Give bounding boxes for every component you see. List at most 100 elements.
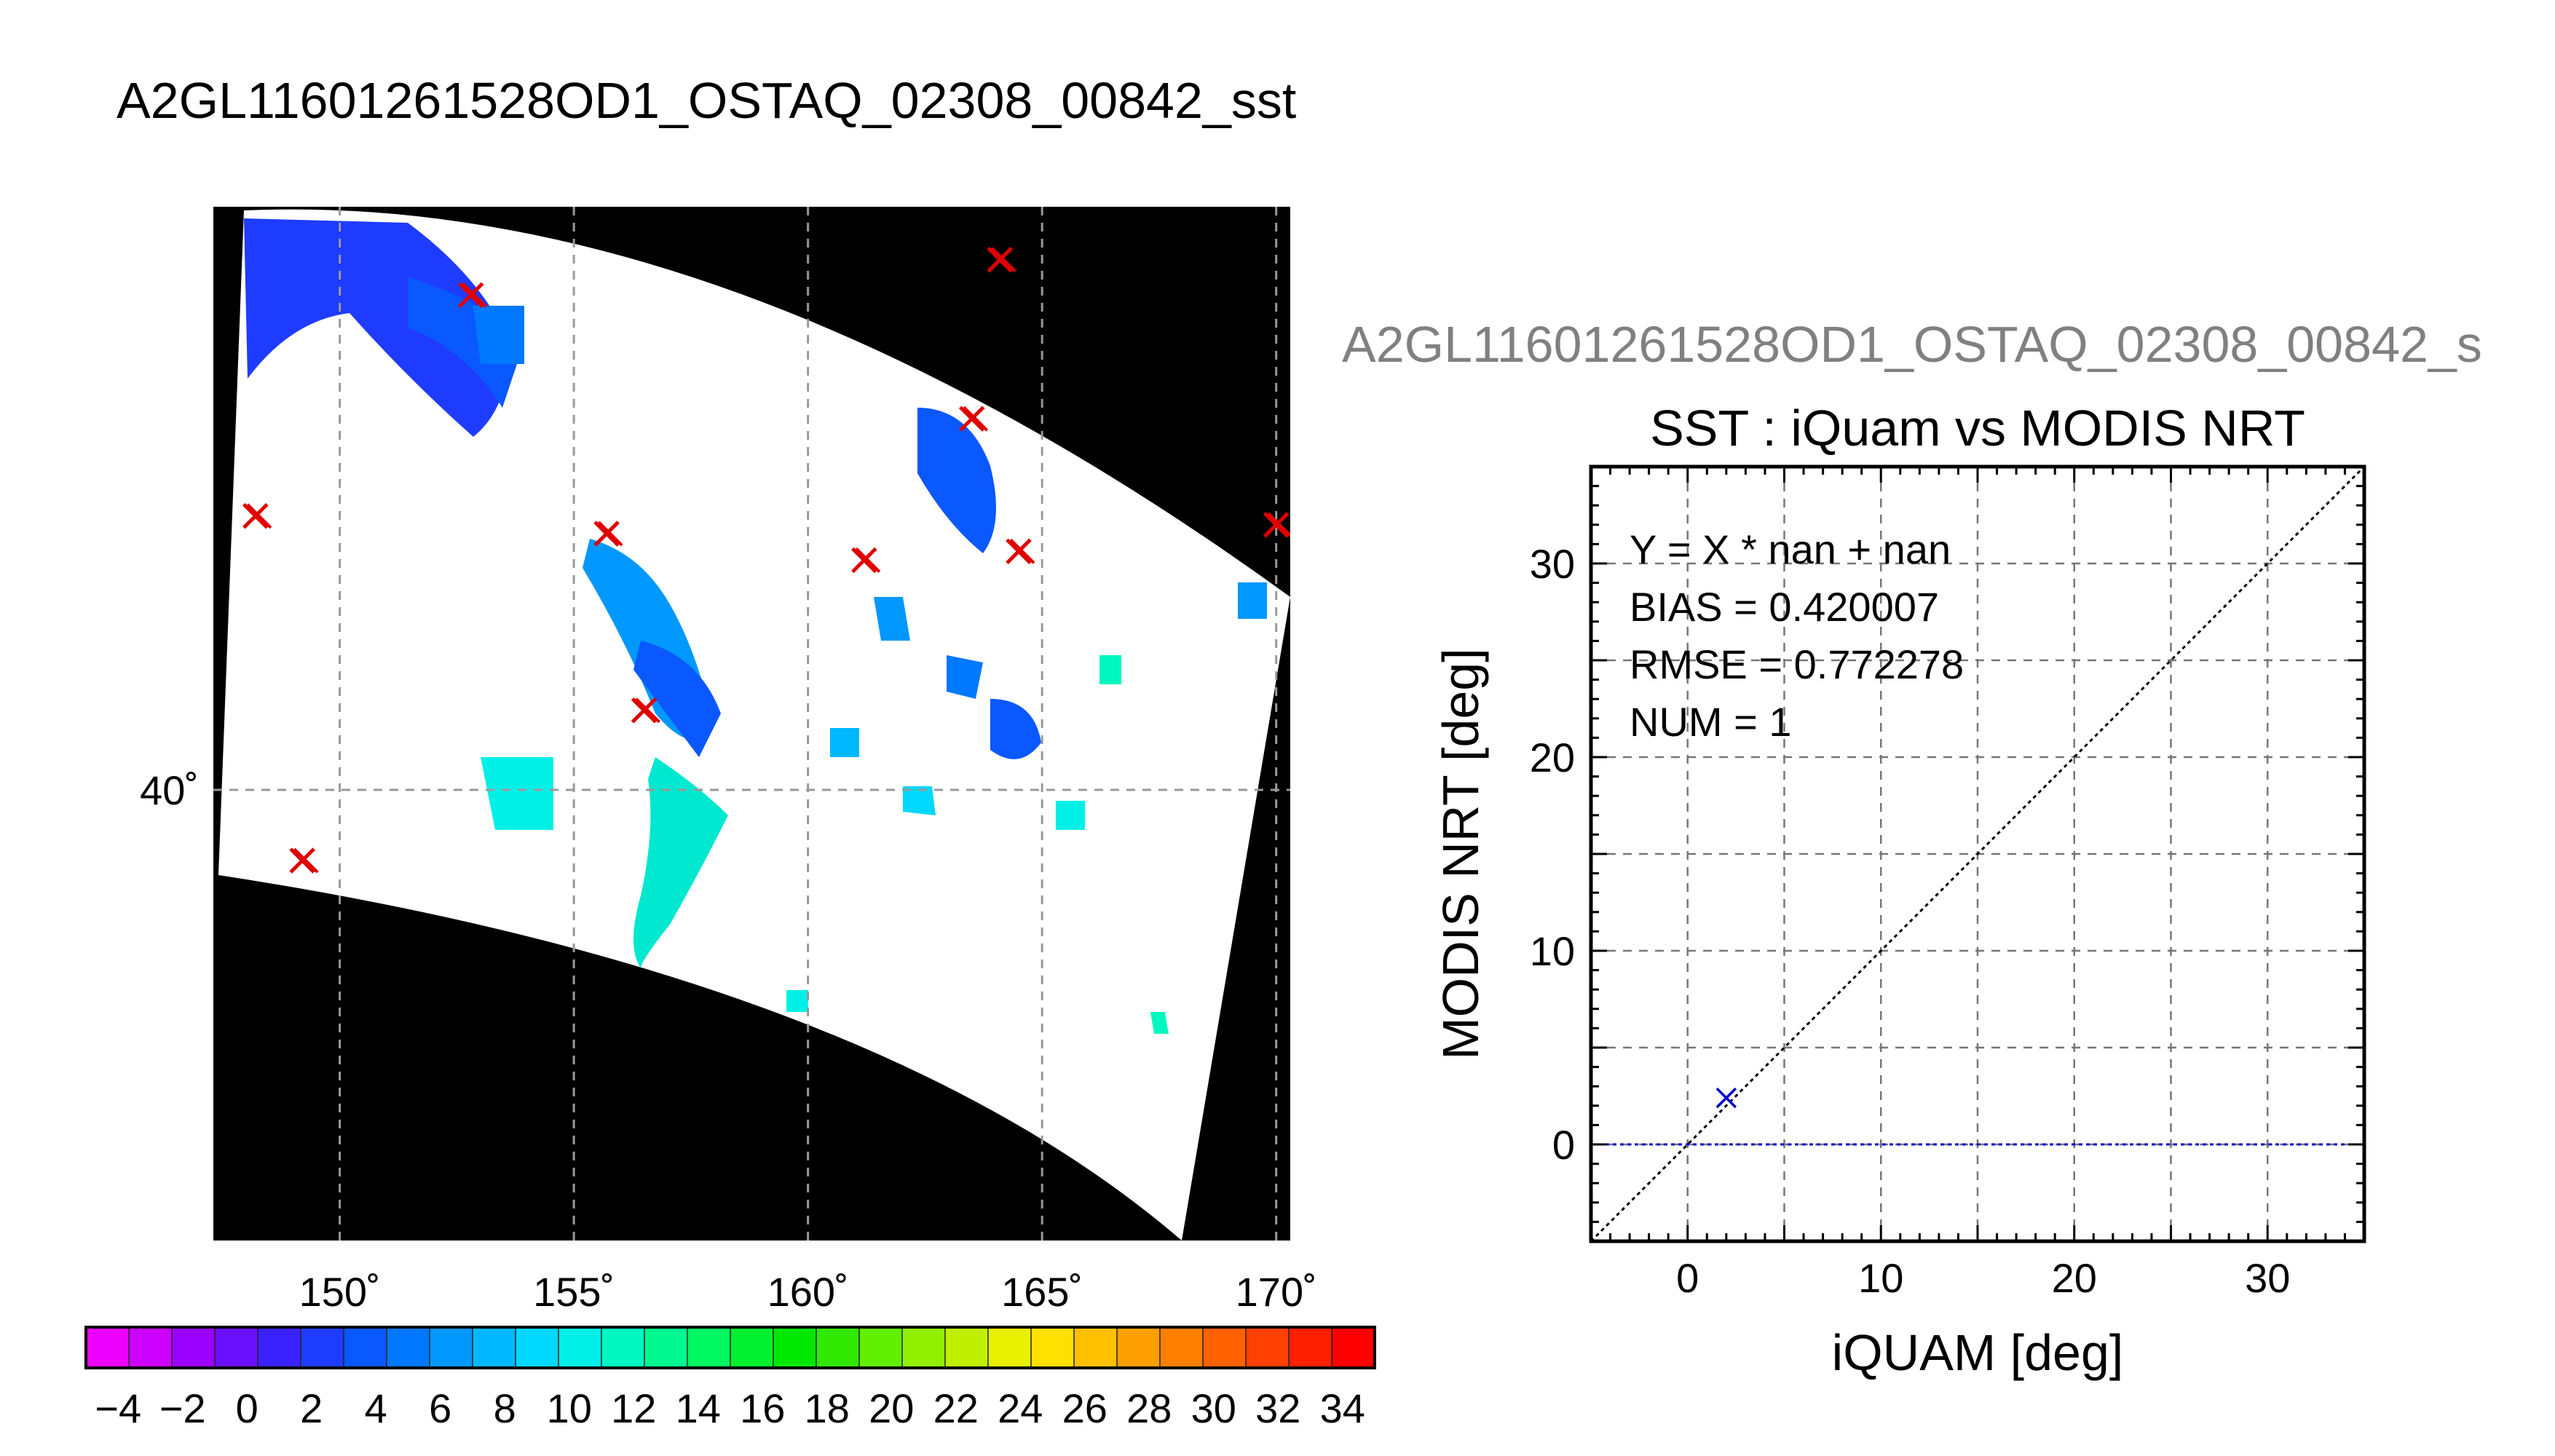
iquam-marker xyxy=(958,405,989,432)
iquam-markers xyxy=(242,247,1290,874)
x-axis-label: iQUAM [deg] xyxy=(1832,1324,2124,1381)
colorbar-tick-label: 34 xyxy=(1320,1385,1365,1431)
colorbar-tick-label: 4 xyxy=(365,1385,387,1431)
colorbar-tick-label: 12 xyxy=(611,1385,656,1431)
colorbar-swatch xyxy=(1289,1327,1332,1368)
sst-patch xyxy=(947,655,983,699)
swath-area xyxy=(218,209,1290,1241)
colorbar-swatch xyxy=(601,1327,645,1368)
iquam-marker xyxy=(631,697,661,724)
colorbar-tick-label: 16 xyxy=(740,1385,785,1431)
scatter-reference-lines xyxy=(1591,467,2364,1241)
iquam-marker xyxy=(242,503,272,529)
colorbar-frame xyxy=(84,1326,1376,1369)
colorbar-swatch xyxy=(902,1327,946,1368)
stats-bias: BIAS = 0.420007 xyxy=(1630,584,1939,630)
colorbar-swatch xyxy=(1074,1327,1118,1368)
iquam-marker xyxy=(457,282,488,309)
colorbar-swatch xyxy=(344,1327,387,1368)
overlay-title: A2GL11601261528OD1_OSTAQ_02308_00842_s xyxy=(1342,316,2482,373)
colorbar-swatch xyxy=(430,1327,473,1368)
iquam-marker xyxy=(289,847,319,874)
colorbar-swatch xyxy=(945,1327,989,1368)
colorbar-swatch xyxy=(129,1327,173,1368)
sst-patch xyxy=(786,990,808,1012)
sst-map: 150˚ 155˚ 160˚ 165˚ 170˚ 40˚ xyxy=(140,207,1317,1315)
colorbar-swatch xyxy=(1031,1327,1075,1368)
colorbar-tick-label: 26 xyxy=(1062,1385,1107,1431)
colorbar-swatch xyxy=(86,1327,130,1368)
colorbar-tick-label: 0 xyxy=(236,1385,258,1431)
map-gridlines xyxy=(213,207,1290,1241)
scatter-tick-labels: 0 10 20 30 0 10 20 30 xyxy=(1530,541,2291,1301)
colorbar-tick-label: 14 xyxy=(676,1385,721,1431)
x-tick-label: 20 xyxy=(2052,1255,2097,1301)
lat-tick-label: 40˚ xyxy=(140,767,199,813)
sst-patch xyxy=(917,408,996,553)
sst-patch xyxy=(903,786,936,815)
sst-patch xyxy=(473,306,524,364)
iquam-marker xyxy=(593,521,623,547)
sst-patch xyxy=(633,641,721,757)
sst-patch xyxy=(990,699,1041,759)
colorbar-tick-label: 2 xyxy=(300,1385,323,1431)
x-tick-label: 30 xyxy=(2245,1255,2290,1301)
colorbar-swatch xyxy=(687,1327,731,1368)
colorbar-swatch xyxy=(516,1327,559,1368)
lon-tick-label: 150˚ xyxy=(299,1269,381,1315)
iquam-marker xyxy=(1006,538,1035,565)
colorbar-swatch xyxy=(558,1327,602,1368)
colorbar-swatch xyxy=(301,1327,344,1368)
sst-patch xyxy=(481,757,553,830)
page-title: A2GL11601261528OD1_OSTAQ_02308_00842_sst xyxy=(117,72,1296,129)
scatter-point xyxy=(1715,1087,1737,1109)
colorbar-swatch xyxy=(816,1327,860,1368)
colorbar-swatch xyxy=(172,1327,216,1368)
colorbar: −4 −2 0 2 4 6 8 10 12 14 16 18 20 22 24 26 28 30 32 34 xyxy=(84,1326,1376,1431)
colorbar-swatch xyxy=(644,1327,688,1368)
colorbar-swatch xyxy=(215,1327,258,1368)
lon-tick-label: 165˚ xyxy=(1001,1269,1083,1315)
sst-patch xyxy=(1056,801,1085,830)
colorbar-swatch xyxy=(1203,1327,1247,1368)
colorbar-tick-label: 20 xyxy=(869,1385,914,1431)
colorbar-tick-label: 22 xyxy=(933,1385,979,1431)
colorbar-tick-label: 18 xyxy=(805,1385,850,1431)
colorbar-tick-label: −4 xyxy=(95,1385,141,1431)
y-axis-label: MODIS NRT [deg] xyxy=(1432,648,1489,1059)
colorbar-swatch xyxy=(1246,1327,1290,1368)
colorbar-swatch xyxy=(258,1327,301,1368)
colorbar-swatch xyxy=(473,1327,516,1368)
colorbar-tick-label: 6 xyxy=(429,1385,451,1431)
sst-patch xyxy=(1099,655,1121,684)
colorbar-swatch xyxy=(1332,1327,1375,1368)
scatter-points xyxy=(1715,1087,1737,1109)
x-tick-label: 0 xyxy=(1676,1255,1699,1301)
lon-tick-label: 170˚ xyxy=(1236,1269,1317,1315)
colorbar-tick-label: 10 xyxy=(547,1385,592,1431)
colorbar-tick-label: 28 xyxy=(1126,1385,1172,1431)
sst-patch xyxy=(874,597,910,641)
scatter-title: SST : iQuam vs MODIS NRT xyxy=(1650,400,2305,456)
lon-tick-label: 155˚ xyxy=(533,1269,615,1315)
colorbar-swatch xyxy=(387,1327,430,1368)
identity-line xyxy=(1591,467,2364,1241)
colorbar-swatch xyxy=(1160,1327,1204,1368)
sst-patch xyxy=(244,218,510,437)
scatter-plot: 0 10 20 30 0 10 20 30 Y = X * nan + nan BIAS = … xyxy=(1432,464,2366,1381)
colorbar-tick-label: 24 xyxy=(998,1385,1043,1431)
sst-patches xyxy=(244,218,1267,1034)
colorbar-tick-label: 32 xyxy=(1255,1385,1300,1431)
iquam-marker xyxy=(987,247,1016,273)
colorbar-swatch xyxy=(988,1327,1032,1368)
colorbar-swatch xyxy=(1117,1327,1161,1368)
y-tick-label: 10 xyxy=(1530,928,1575,974)
colorbar-tick-label: 8 xyxy=(494,1385,516,1431)
sst-patch xyxy=(830,728,859,757)
sst-patch xyxy=(1150,1012,1169,1034)
scatter-ticks xyxy=(1590,465,2366,1243)
sst-patch xyxy=(408,277,524,408)
x-tick-label: 10 xyxy=(1858,1255,1903,1301)
y-tick-label: 0 xyxy=(1552,1122,1575,1168)
